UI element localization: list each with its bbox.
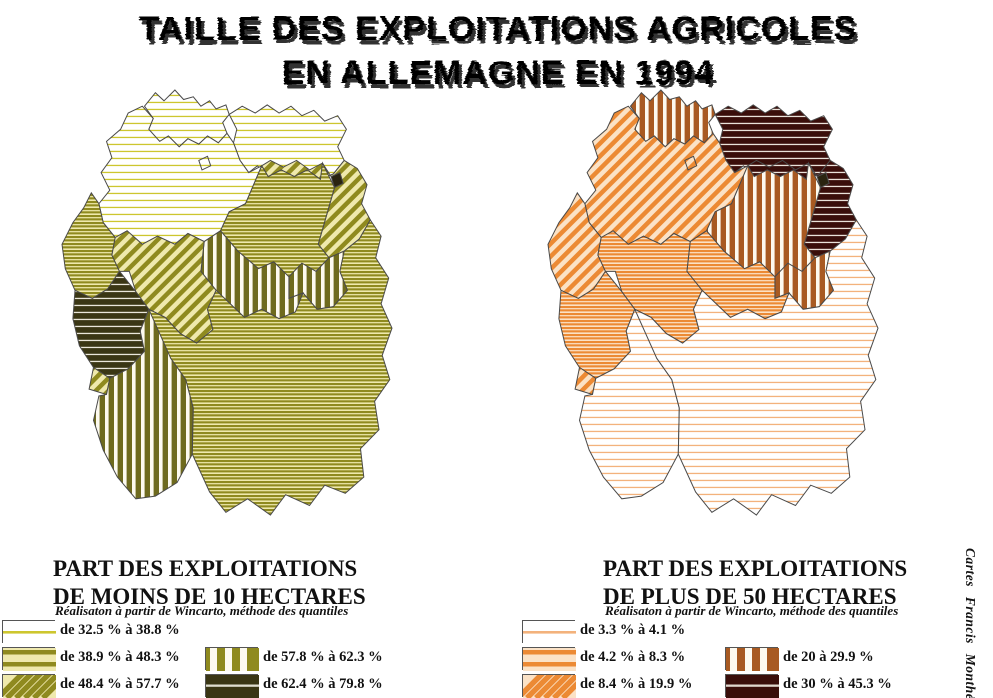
svg-text:TAILLE DES EXPLOITATIONS AGRIC: TAILLE DES EXPLOITATIONS AGRICOLES [139,10,857,48]
